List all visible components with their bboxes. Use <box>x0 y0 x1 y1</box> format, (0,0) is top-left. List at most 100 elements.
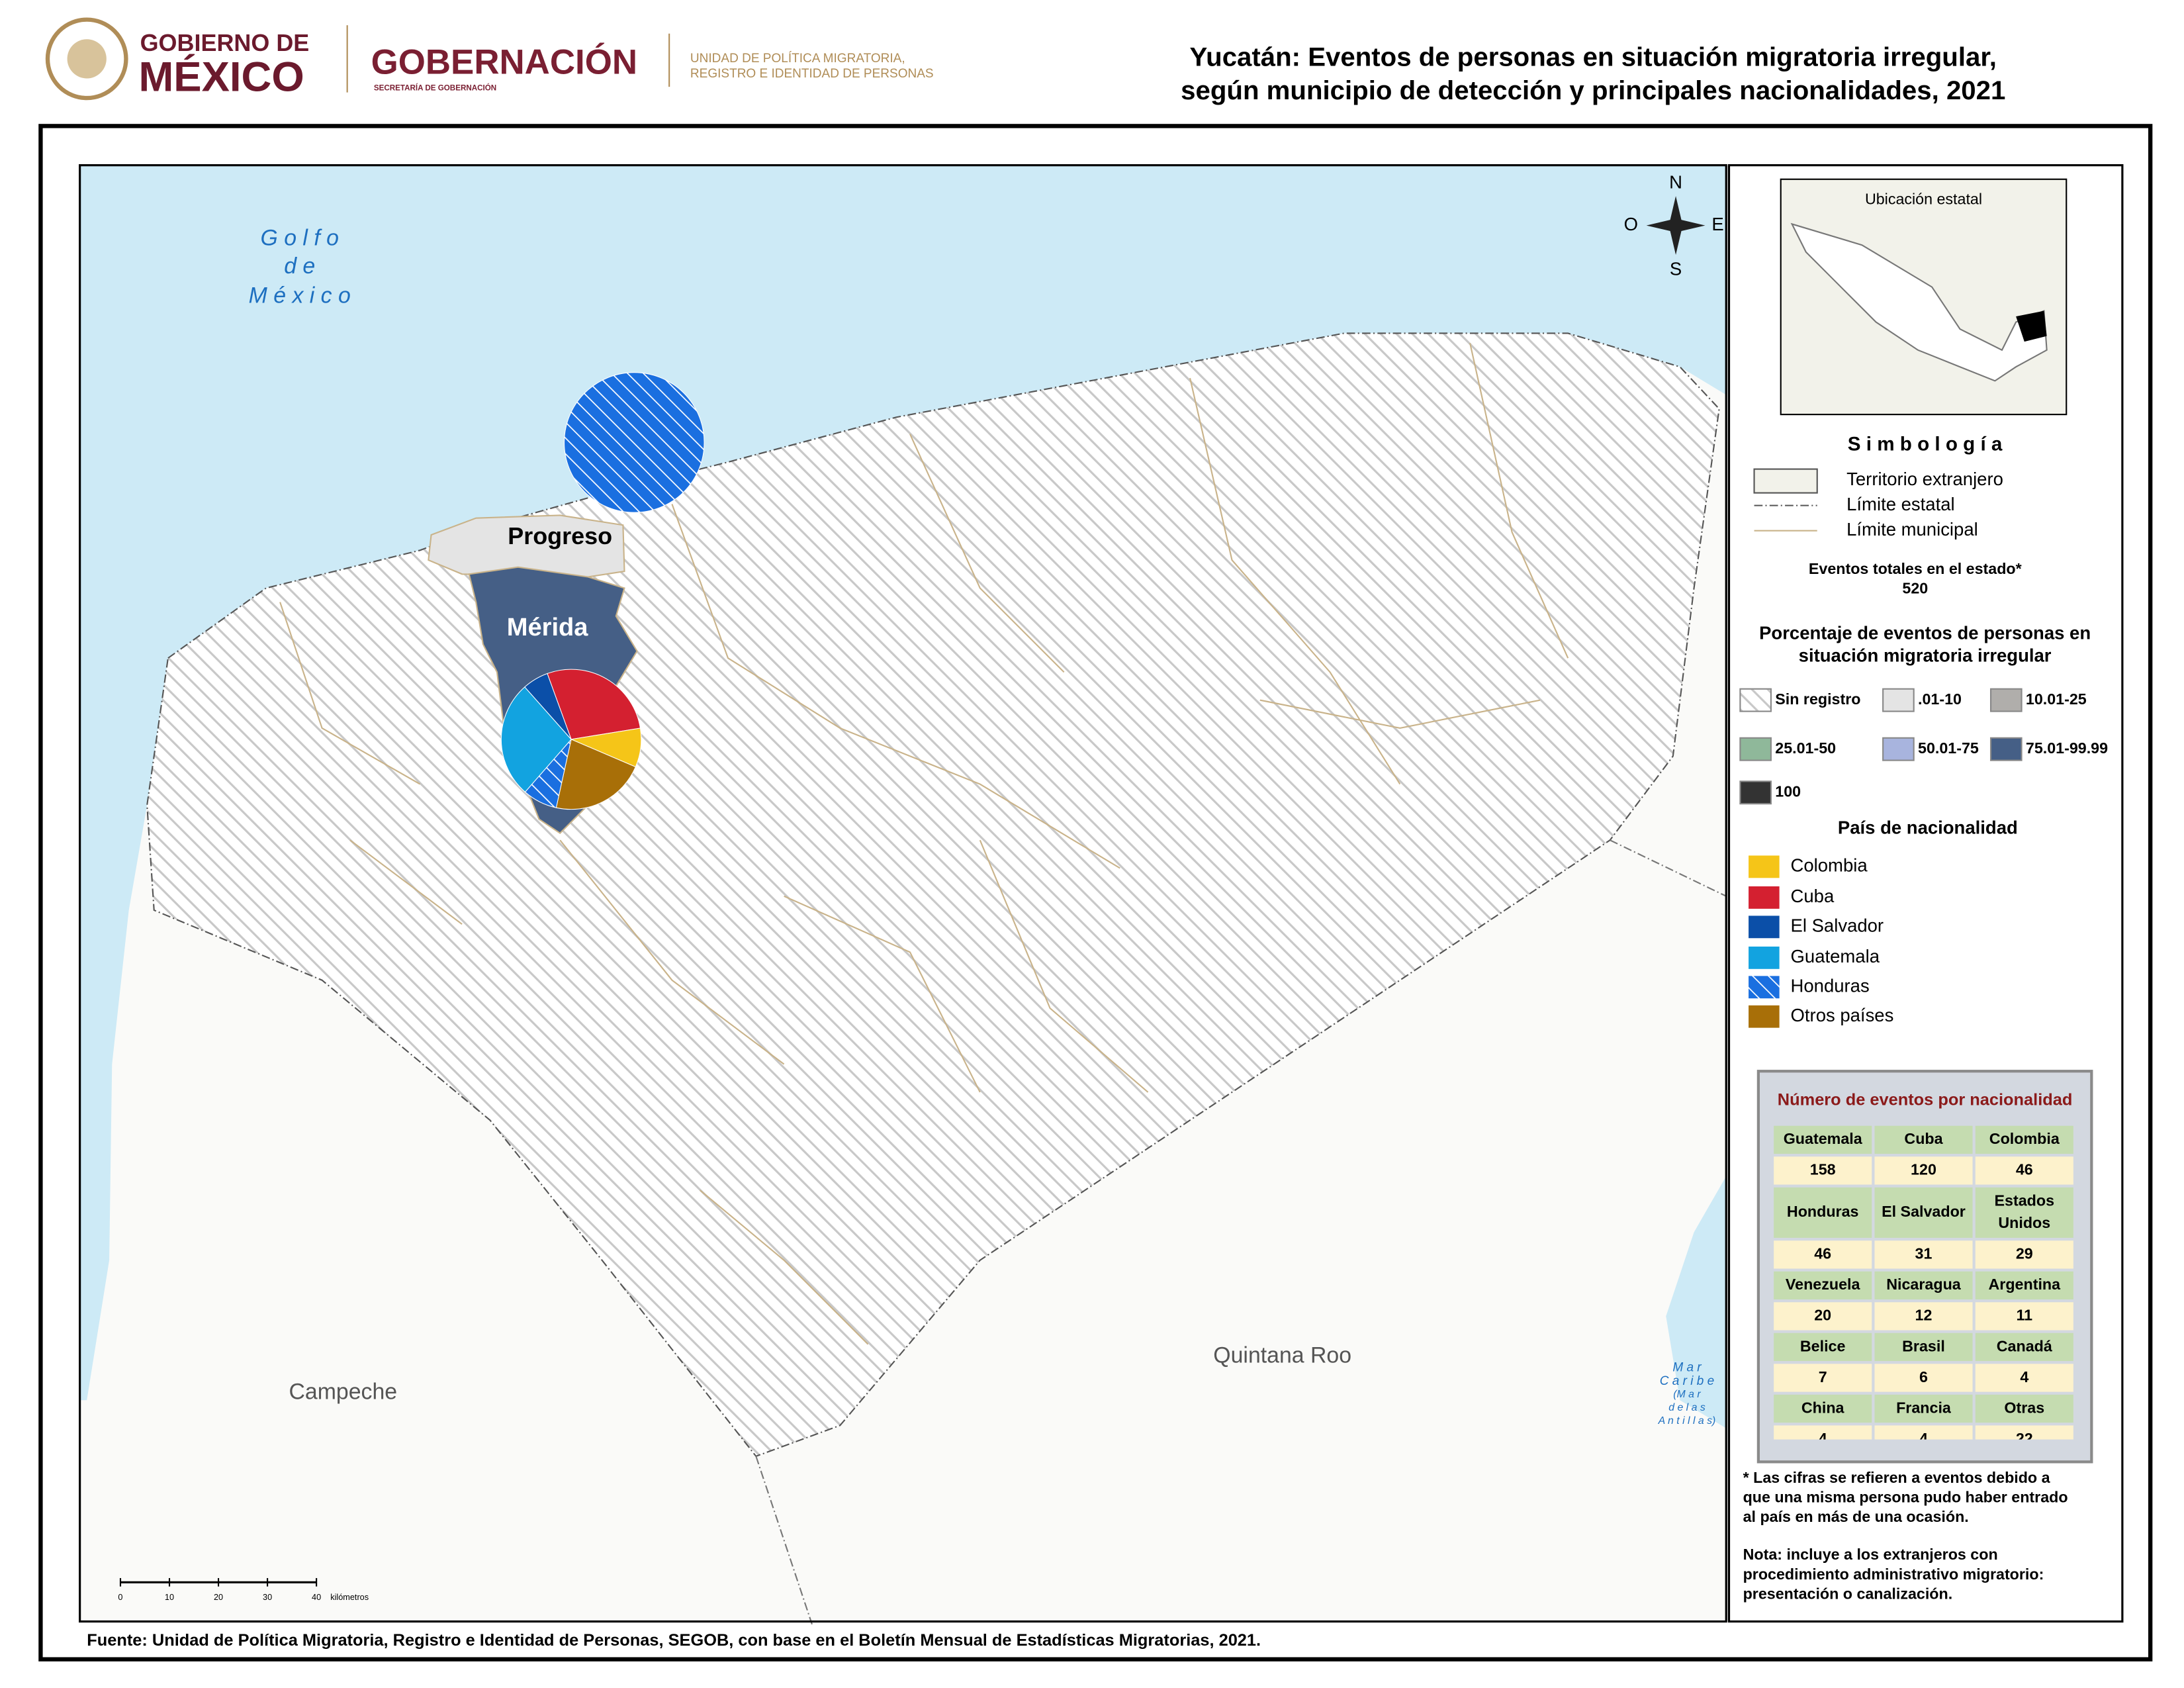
scale-label: 10 <box>165 1593 174 1602</box>
footer-source: Fuente: Unidad de Política Migratoria, R… <box>87 1631 1261 1650</box>
pct-title: Porcentaje de eventos de personas en <box>1759 622 2091 643</box>
table-header: Belice <box>1774 1333 1872 1362</box>
caribe-label: d e l a s <box>1668 1402 1706 1413</box>
class-swatch <box>1882 688 1915 712</box>
table-header: Brasil <box>1874 1333 1973 1362</box>
simbologia-title: S i m b o l o g í a <box>1848 433 2003 455</box>
sea <box>79 165 1727 1401</box>
nat-swatch <box>1749 1005 1780 1028</box>
scale-label: 30 <box>263 1593 272 1602</box>
caribe-label: (M a r <box>1673 1389 1701 1400</box>
table-value: 120 <box>1874 1156 1973 1185</box>
table-header: China <box>1774 1394 1872 1423</box>
nat-swatch <box>1749 976 1780 999</box>
table-header: Canadá <box>1975 1333 2073 1362</box>
nat-label: Cuba <box>1791 886 1835 906</box>
pct-title: situación migratoria irregular <box>1799 645 2052 665</box>
table-value: 4 <box>1874 1425 1973 1440</box>
table-header: El Salvador <box>1874 1187 1973 1238</box>
neighbor-label: Quintana Roo <box>1213 1343 1351 1368</box>
caribe-label: A n t i l l a s) <box>1658 1415 1716 1427</box>
pie-slice <box>555 739 637 810</box>
table-value: 4 <box>1975 1364 2073 1392</box>
class-label: Sin registro <box>1775 690 1860 708</box>
nat-swatch <box>1749 946 1780 969</box>
table-value: 31 <box>1874 1241 1973 1269</box>
class-label: 50.01-75 <box>1918 739 1979 757</box>
map-frame <box>79 164 1727 1623</box>
scale-label: 20 <box>214 1593 223 1602</box>
secretaria: SECRETARÍA DE GOBERNACIÓN <box>374 83 496 92</box>
class-swatch <box>1989 737 2023 761</box>
scale-label: 0 <box>118 1593 122 1602</box>
table-header: Guatemala <box>1774 1125 1872 1154</box>
table-row: Belice Brasil Canadá <box>1774 1333 2073 1362</box>
nota-line: Nota: incluye a los extranjeros con <box>1743 1546 1998 1563</box>
table-header: Otras <box>1975 1394 2073 1423</box>
simbologia-item: Territorio extranjero <box>1846 469 2003 489</box>
table-value: 12 <box>1874 1302 1973 1331</box>
compass-o: O <box>1624 214 1638 234</box>
neighbor-label: Campeche <box>289 1380 398 1405</box>
swatch-foreign <box>1753 468 1818 494</box>
compass-rose <box>1646 196 1706 255</box>
table-header: Estados Unidos <box>1975 1187 2073 1238</box>
class-label: 100 <box>1775 782 1801 800</box>
class-swatch <box>1739 780 1772 805</box>
table-header: Argentina <box>1975 1271 2073 1300</box>
table-value: 7 <box>1774 1364 1872 1392</box>
simbologia-item: Límite municipal <box>1846 519 1978 539</box>
total-label: Eventos totales en el estado* <box>1809 560 2023 577</box>
table-row: China Francia Otras <box>1774 1394 2073 1423</box>
note-line: que una misma persona pudo haber entrado <box>1743 1489 2068 1506</box>
title-line: Yucatán: Eventos de personas en situació… <box>1190 42 1997 71</box>
municipio-label: Progreso <box>508 522 612 549</box>
table-header: Nicaragua <box>1874 1271 1973 1300</box>
simbologia-item: Límite estatal <box>1846 494 1954 514</box>
class-swatch <box>1989 688 2023 712</box>
scale-unit: kilómetros <box>330 1593 369 1602</box>
class-swatch <box>1739 737 1772 761</box>
note-line: al país en más de una ocasión. <box>1743 1508 1969 1525</box>
table-row: 158 120 46 <box>1774 1156 2073 1185</box>
sea-label: G o l f o <box>261 226 339 251</box>
nat-title: País de nacionalidad <box>1838 818 2018 838</box>
table-row: 4 4 22 <box>1774 1425 2073 1440</box>
table-row: Guatemala Cuba Colombia <box>1774 1125 2073 1154</box>
nat-swatch <box>1749 886 1780 909</box>
nota-line: procedimiento administrativo migratorio: <box>1743 1566 2044 1583</box>
nat-label: Honduras <box>1791 976 1870 996</box>
inset-mexico <box>1790 222 2048 382</box>
class-label: 75.01-99.99 <box>2026 739 2108 757</box>
inset-title: Ubicación estatal <box>1865 191 1982 208</box>
table-row: Venezuela Nicaragua Argentina <box>1774 1271 2073 1300</box>
table-header: Colombia <box>1975 1125 2073 1154</box>
unit-line: REGISTRO E IDENTIDAD DE PERSONAS <box>690 67 934 81</box>
table-value: 46 <box>1774 1241 1872 1269</box>
unit-line: UNIDAD DE POLÍTICA MIGRATORIA, <box>690 52 905 66</box>
sea-label: d e <box>284 254 315 279</box>
table-title: Número de eventos por nacionalidad <box>1778 1090 2073 1109</box>
municipio-progreso <box>428 514 625 578</box>
table-row: 20 12 11 <box>1774 1302 2073 1331</box>
nat-swatch <box>1749 855 1780 878</box>
nota-line: presentación o canalización. <box>1743 1585 1953 1602</box>
caribe-label: C a r i b e <box>1660 1374 1714 1388</box>
note-line: * Las cifras se refieren a eventos debid… <box>1743 1469 2051 1486</box>
gov-line2: MÉXICO <box>138 54 304 100</box>
seal-center <box>67 39 107 79</box>
table-header: Francia <box>1874 1394 1973 1423</box>
nat-swatch <box>1749 915 1780 939</box>
map <box>79 165 1727 1625</box>
pie-slice <box>524 673 572 740</box>
seal <box>45 17 128 101</box>
nat-label: El Salvador <box>1791 915 1884 936</box>
caribe-label: M a r <box>1672 1361 1702 1375</box>
pie-slice <box>500 686 572 793</box>
nationality-table: Guatemala Cuba Colombia 158 120 46 Honduras El … <box>1771 1123 2076 1440</box>
title-line: según municipio de detección y principal… <box>1181 75 2005 105</box>
